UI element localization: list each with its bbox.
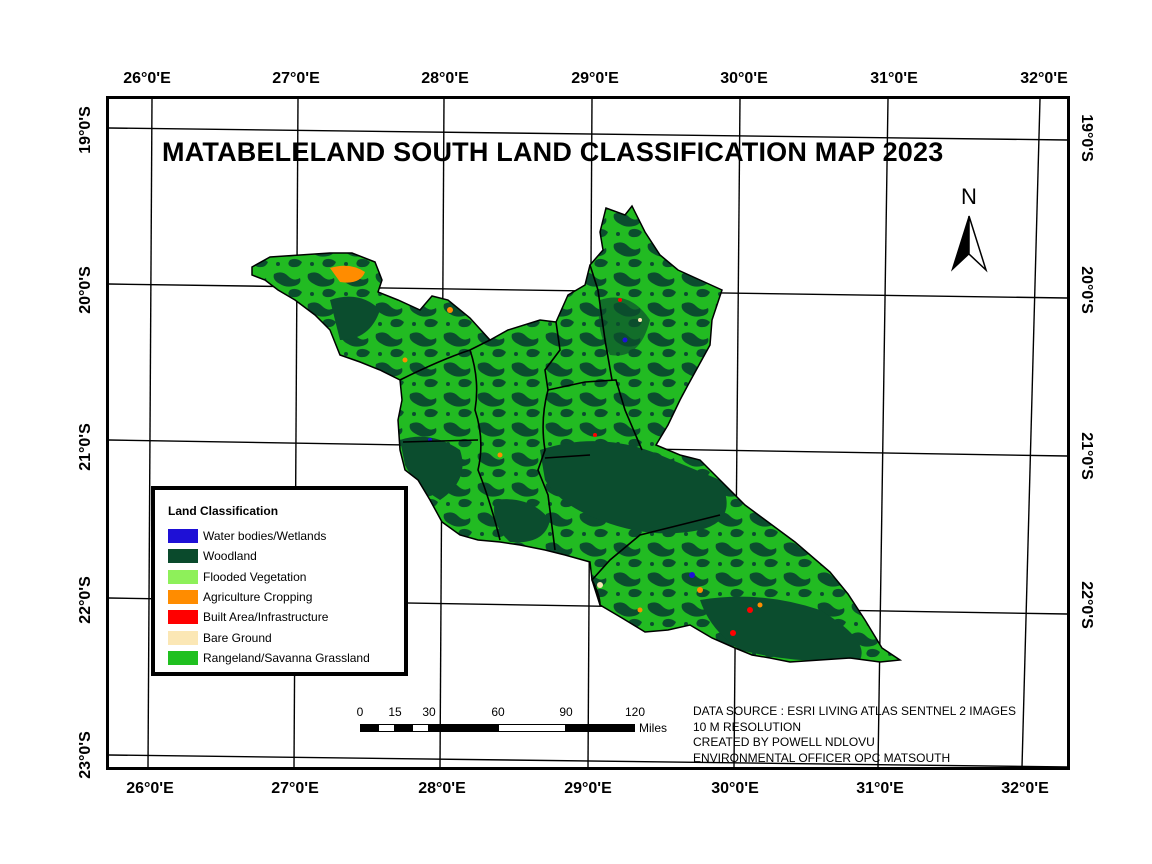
scale-segment	[360, 724, 378, 732]
longitude-tick-bottom: 27°0'E	[271, 780, 319, 797]
legend-label: Woodland	[203, 549, 257, 563]
legend-title: Land Classification	[168, 504, 279, 518]
legend-swatch	[168, 610, 198, 624]
legend-swatch	[168, 651, 198, 665]
scale-segment	[429, 724, 498, 732]
legend-label: Flooded Vegetation	[203, 570, 307, 584]
longitude-tick-bottom: 32°0'E	[1001, 780, 1049, 797]
credits-block: DATA SOURCE : ESRI LIVING ATLAS SENTNEL …	[693, 704, 1016, 766]
longitude-tick-top: 26°0'E	[123, 70, 171, 87]
scale-segment	[498, 724, 566, 732]
credit-line: DATA SOURCE : ESRI LIVING ATLAS SENTNEL …	[693, 704, 1016, 718]
longitude-tick-top: 27°0'E	[272, 70, 320, 87]
map-frame	[106, 96, 1070, 770]
scale-units: Miles	[639, 721, 668, 735]
longitude-tick-top: 28°0'E	[421, 70, 469, 87]
scale-tick: 90	[559, 705, 573, 719]
legend-label: Built Area/Infrastructure	[203, 610, 329, 624]
district-boundaries	[399, 264, 721, 606]
credit-line: ENVIRONMENTAL OFFICER OPC MATSOUTH	[693, 750, 951, 765]
scale-tick: 30	[422, 705, 436, 719]
legend: Land Classification Water bodies/Wetland…	[151, 486, 408, 676]
latitude-tick-right: 19°0'S	[1078, 114, 1095, 162]
scale-segment	[378, 724, 395, 732]
longitude-tick-top: 31°0'E	[870, 70, 918, 87]
legend-swatch	[168, 529, 198, 543]
map-canvas	[109, 99, 1067, 767]
scale-segment	[566, 724, 635, 732]
latitude-tick-left: 20°0'S	[77, 266, 94, 314]
matabeleland-south-region	[251, 204, 903, 663]
legend-label: Rangeland/Savanna Grassland	[203, 651, 370, 665]
scale-tick: 120	[624, 705, 646, 719]
north-label: N	[961, 184, 977, 209]
scale-tick: 15	[388, 705, 402, 719]
credit-line: CREATED BY POWELL NDLOVU	[693, 735, 875, 749]
scale-segment	[412, 724, 429, 732]
north-arrow: N	[944, 184, 994, 276]
latitude-tick-left: 23°0'S	[77, 731, 94, 779]
scale-bar: 0 15 30 60 90 120 Miles	[356, 705, 667, 735]
legend-swatch	[168, 570, 198, 584]
latitude-tick-right: 22°0'S	[1078, 581, 1095, 629]
legend-swatch	[168, 631, 198, 645]
latitude-tick-left: 22°0'S	[77, 576, 94, 624]
latitude-tick-left: 19°0'S	[77, 106, 94, 154]
longitude-tick-top: 30°0'E	[720, 70, 768, 87]
longitude-tick-bottom: 31°0'E	[856, 780, 904, 797]
legend-label: Bare Ground	[203, 631, 272, 645]
map-title: MATABELELAND SOUTH LAND CLASSIFICATION M…	[162, 137, 944, 167]
latitude-tick-left: 21°0'S	[77, 423, 94, 471]
latitude-tick-right: 21°0'S	[1078, 432, 1095, 480]
legend-label: Agriculture Cropping	[203, 590, 313, 604]
north-arrow-icon	[950, 215, 988, 273]
longitude-tick-bottom: 29°0'E	[564, 780, 612, 797]
latitude-tick-right: 20°0'S	[1078, 266, 1095, 314]
longitude-tick-bottom: 26°0'E	[126, 780, 174, 797]
longitude-tick-bottom: 28°0'E	[418, 780, 466, 797]
scale-segment	[395, 724, 412, 732]
credit-line: 10 M RESOLUTION	[693, 719, 802, 734]
legend-label: Water bodies/Wetlands	[203, 529, 327, 543]
legend-swatch	[168, 590, 198, 604]
longitude-tick-top: 32°0'E	[1020, 70, 1068, 87]
longitude-tick-top: 29°0'E	[571, 70, 619, 87]
longitude-tick-bottom: 30°0'E	[711, 780, 759, 797]
scale-tick: 60	[491, 705, 505, 719]
scale-tick: 0	[356, 705, 364, 719]
legend-swatch	[168, 549, 198, 563]
